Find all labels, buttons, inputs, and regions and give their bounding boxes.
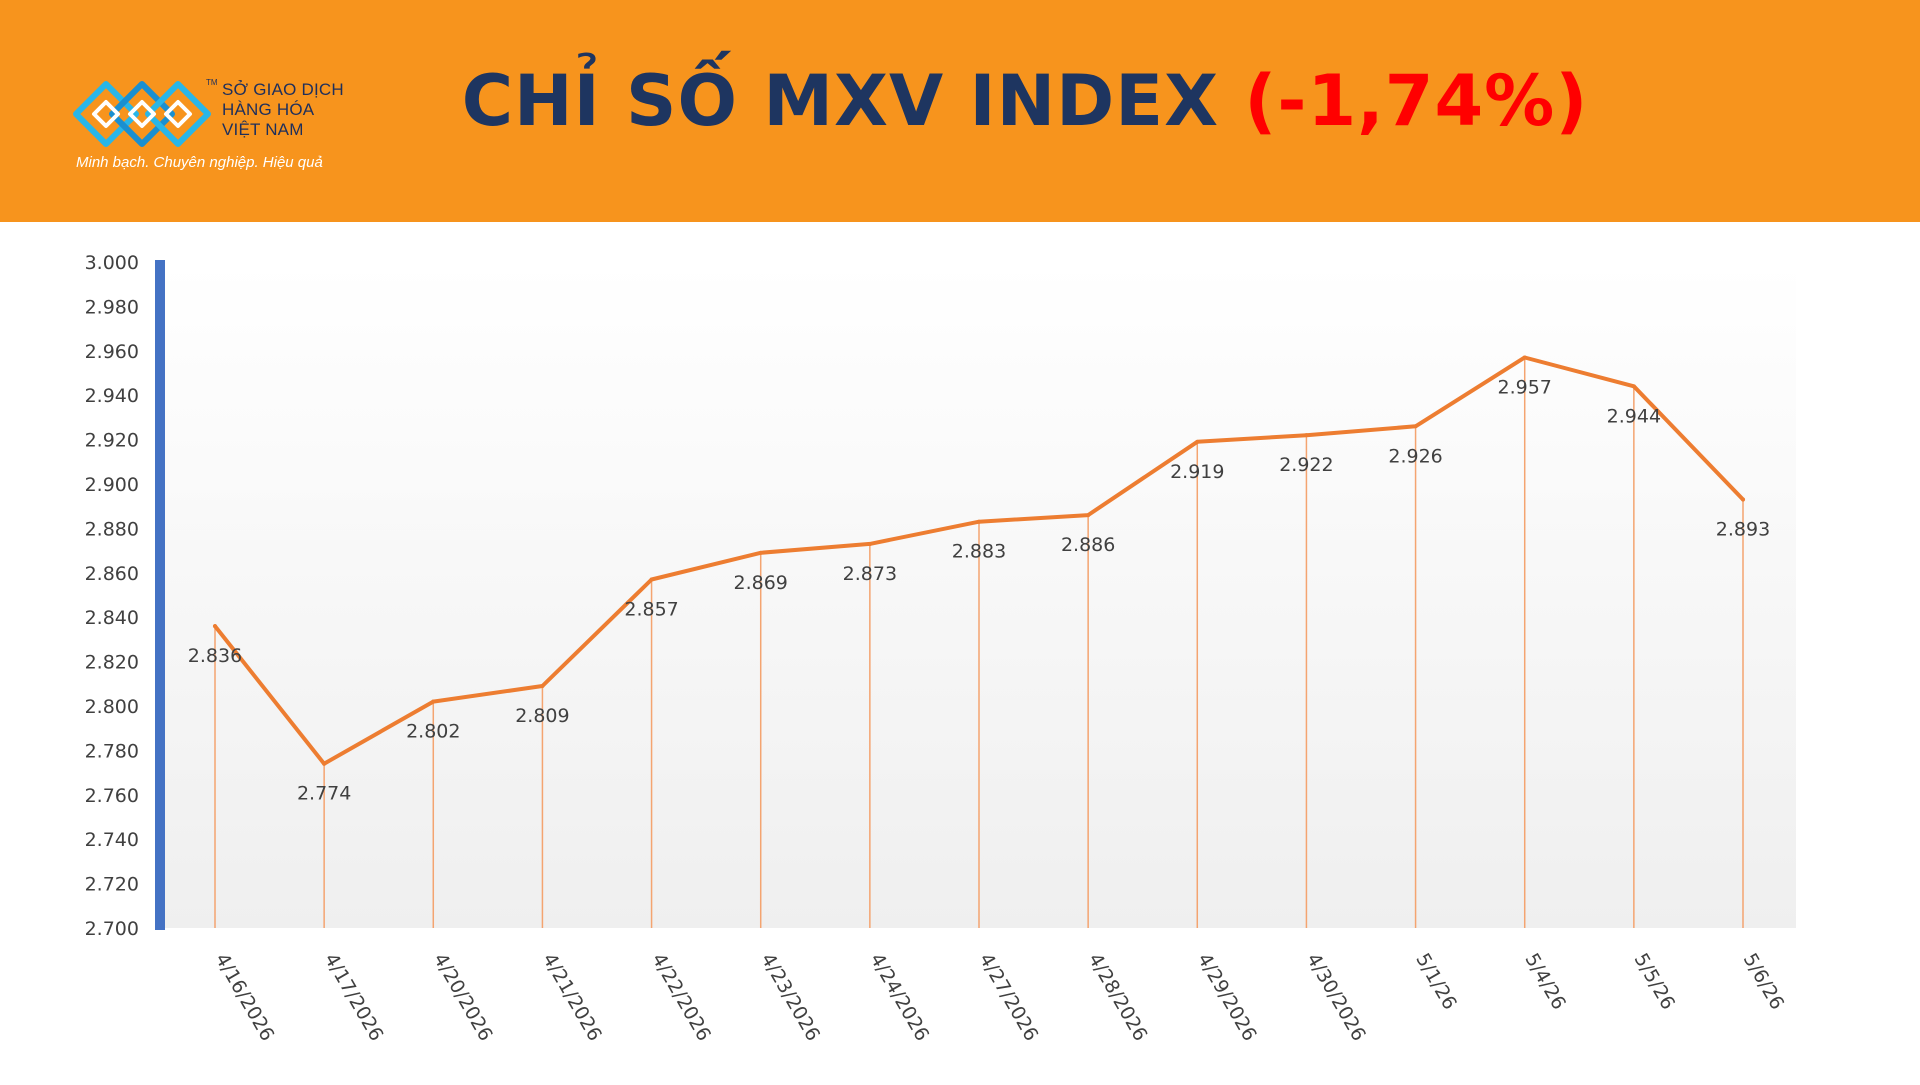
data-label: 2.809 (515, 705, 569, 727)
data-label: 2.893 (1716, 519, 1770, 541)
x-tick-label: 5/1/26 (1411, 950, 1461, 1014)
y-tick-label: 2.980 (85, 296, 139, 318)
x-tick-label: 5/6/26 (1739, 950, 1789, 1014)
data-point (1741, 497, 1745, 502)
x-tick-label: 4/23/2026 (756, 950, 824, 1045)
y-tick-label: 2.840 (85, 607, 139, 629)
y-tick-label: 2.920 (85, 430, 139, 452)
data-label: 2.802 (406, 721, 460, 743)
data-label: 2.873 (843, 563, 897, 585)
data-point (540, 684, 545, 689)
x-tick-label: 4/20/2026 (429, 950, 497, 1045)
data-point (1631, 384, 1636, 389)
mxv-index-line-chart: 2.700 2.720 2.740 2.760 2.780 2.800 2.820 2.840… (85, 252, 1796, 1045)
y-tick-label: 2.880 (85, 518, 139, 540)
x-axis: 4/16/2026 4/17/2026 4/20/2026 4/21/2026 4/22… (211, 950, 1789, 1045)
data-labels: 2.836 2.774 2.802 2.809 2.857 2.869 2.873 2.883… (188, 376, 1770, 804)
y-axis: 2.700 2.720 2.740 2.760 2.780 2.800 2.820 2.840… (85, 252, 165, 940)
y-tick-label: 2.740 (85, 829, 139, 851)
x-tick-label: 4/22/2026 (647, 950, 715, 1045)
data-point (1413, 424, 1418, 429)
drop-lines (214, 357, 1744, 928)
mxv-logo-icon (73, 81, 211, 147)
y-tick-label: 2.900 (85, 474, 139, 496)
data-point (1086, 513, 1091, 518)
data-point (431, 699, 436, 704)
data-label: 2.836 (188, 645, 242, 667)
data-label: 2.944 (1607, 405, 1661, 427)
x-tick-label: 5/5/26 (1630, 950, 1680, 1014)
y-tick-label: 2.720 (85, 874, 139, 896)
y-tick-label: 2.800 (85, 696, 139, 718)
y-axis-line (155, 260, 165, 930)
series-mxv-index (213, 355, 1745, 766)
data-point (1522, 355, 1527, 360)
x-tick-label: 4/16/2026 (211, 950, 279, 1045)
data-point (1195, 439, 1200, 444)
chart-area: 2.700 2.720 2.740 2.760 2.780 2.800 2.820 2.840… (0, 222, 1920, 1080)
y-tick-label: 3.000 (85, 252, 139, 274)
x-tick-label: 4/29/2026 (1193, 950, 1261, 1045)
x-tick-label: 4/30/2026 (1302, 950, 1370, 1045)
data-label: 2.922 (1279, 454, 1333, 476)
data-point (322, 761, 327, 766)
data-label: 2.919 (1170, 461, 1224, 483)
x-tick-label: 4/21/2026 (538, 950, 606, 1045)
data-point (867, 541, 872, 546)
x-tick-label: 4/27/2026 (975, 950, 1043, 1045)
logo-wordmark: SỞ GIAO DỊCH HÀNG HÓA VIỆT NAM (222, 80, 344, 140)
x-tick-label: 4/24/2026 (866, 950, 934, 1045)
data-label: 2.857 (624, 598, 678, 620)
data-label: 2.926 (1388, 445, 1442, 467)
x-tick-label: 4/28/2026 (1084, 950, 1152, 1045)
data-point (213, 624, 217, 629)
y-tick-label: 2.780 (85, 740, 139, 762)
data-label: 2.869 (734, 572, 788, 594)
logo-line-3: VIỆT NAM (222, 120, 304, 139)
page-title: CHỈ SỐ MXV INDEX (-1,74%) (0, 60, 1920, 142)
data-label: 2.886 (1061, 534, 1115, 556)
y-tick-label: 2.960 (85, 341, 139, 363)
x-tick-label: 5/4/26 (1520, 950, 1570, 1014)
header-banner: TM SỞ GIAO DỊCH HÀNG HÓA VIỆT NAM Minh b… (0, 0, 1920, 222)
data-point (977, 519, 981, 524)
data-point (649, 577, 654, 582)
data-point (758, 550, 763, 555)
x-tick-label: 4/17/2026 (320, 950, 388, 1045)
data-label: 2.774 (297, 783, 351, 805)
y-tick-label: 2.940 (85, 385, 139, 407)
y-tick-label: 2.700 (85, 918, 139, 940)
logo-tagline: Minh bạch. Chuyên nghiệp. Hiệu quả (76, 154, 323, 171)
y-tick-label: 2.820 (85, 652, 139, 674)
data-label: 2.883 (952, 541, 1006, 563)
y-tick-label: 2.760 (85, 785, 139, 807)
data-point (1304, 433, 1309, 438)
data-label: 2.957 (1498, 376, 1552, 398)
title-main: CHỈ SỐ MXV INDEX (461, 60, 1220, 142)
title-change-percent: (-1,74%) (1244, 60, 1589, 142)
y-tick-label: 2.860 (85, 563, 139, 585)
logo-line-2: HÀNG HÓA (222, 100, 315, 119)
trademark-mark: TM (206, 78, 218, 87)
mxv-logo[interactable]: TM SỞ GIAO DỊCH HÀNG HÓA VIỆT NAM Minh b… (72, 72, 372, 182)
logo-line-1: SỞ GIAO DỊCH (222, 80, 344, 99)
